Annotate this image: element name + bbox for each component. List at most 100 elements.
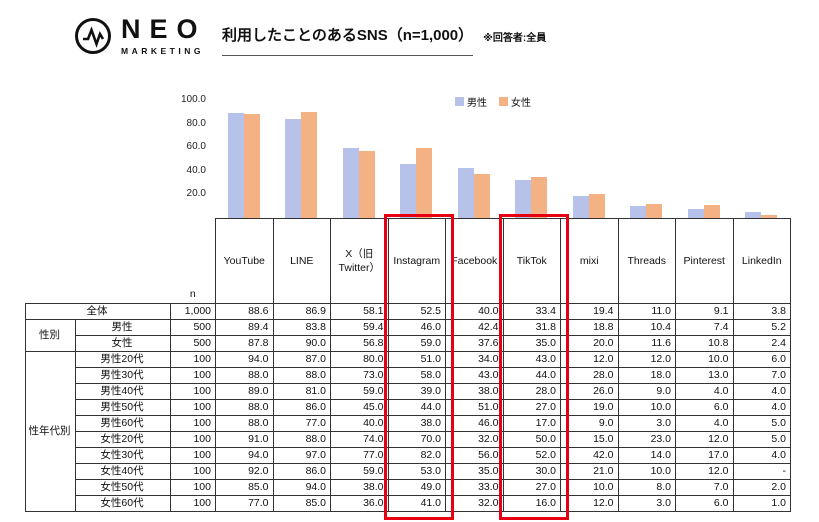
value-cell: 34.0	[445, 351, 504, 368]
bar-female	[646, 204, 663, 218]
table-body: 全体 1,000 88.6 86.9 58.1 52.5 40.0 33.4 19.4 11.0 9…	[25, 303, 791, 512]
value-cell: 44.0	[387, 399, 446, 416]
y-tick-label: 80.0	[186, 117, 206, 129]
value-cell: 10.0	[617, 399, 676, 416]
value-cell: 46.0	[387, 319, 446, 336]
value-cell: 77.0	[330, 447, 389, 464]
bar-male	[342, 147, 359, 218]
table-corner-cell	[26, 219, 171, 304]
value-cell: 39.0	[387, 383, 446, 400]
value-cell: 28.0	[560, 367, 619, 384]
value-cell: 9.0	[617, 383, 676, 400]
bar-male	[285, 119, 302, 218]
value-cell: 82.0	[387, 447, 446, 464]
value-cell: 18.0	[617, 367, 676, 384]
value-cell: 17.0	[675, 447, 734, 464]
bar-group	[273, 100, 331, 218]
value-cell: 58.0	[387, 367, 446, 384]
sns-column-header: LinkedIn	[732, 218, 791, 304]
value-cell: 59.0	[330, 383, 389, 400]
row-label-cell: 女性30代	[75, 447, 171, 464]
value-cell: 7.4	[675, 319, 734, 336]
row-label-cell: 男性	[75, 319, 171, 336]
value-cell: 12.0	[617, 351, 676, 368]
table-row: 男性30代 100 88.0 88.0 73.0 58.0 43.0 44.0 28.0 18.0…	[26, 367, 791, 384]
value-cell: -	[732, 463, 791, 480]
row-label-cell: 女性	[75, 335, 171, 352]
chart-y-axis: 100.0 80.0 60.0 40.0 20.0	[156, 94, 210, 218]
value-cell: 2.4	[732, 335, 791, 352]
bar-group	[503, 100, 561, 218]
value-cell: 40.0	[330, 415, 389, 432]
n-value-cell: 100	[170, 351, 216, 368]
row-label-cell: 女性50代	[75, 479, 171, 496]
group-label-cell: 性年代別	[25, 351, 76, 512]
value-cell: 10.0	[675, 351, 734, 368]
data-table: n YouTube LINE X（旧 Twitter） Instagram Faceboo…	[25, 218, 791, 512]
value-cell: 87.8	[215, 335, 274, 352]
value-cell: 10.0	[617, 463, 676, 480]
value-cell: 40.0	[445, 303, 504, 320]
bar-female	[301, 111, 318, 218]
value-cell: 83.8	[272, 319, 331, 336]
value-cell: 6.0	[675, 495, 734, 512]
value-cell: 5.0	[732, 415, 791, 432]
value-cell: 1.0	[732, 495, 791, 512]
row-label-cell: 男性40代	[75, 383, 171, 400]
bar-group	[618, 100, 676, 218]
n-value-cell: 100	[170, 415, 216, 432]
y-tick-label: 20.0	[186, 188, 206, 200]
value-cell: 38.0	[445, 383, 504, 400]
n-value-cell: 100	[170, 463, 216, 480]
neo-marketing-logo: NEO MARKETING	[74, 16, 207, 56]
bar-female	[761, 215, 778, 218]
sns-column-header: mixi	[560, 218, 619, 304]
value-cell: 94.0	[215, 351, 274, 368]
legend-label-female: 女性	[511, 98, 531, 109]
value-cell: 56.0	[445, 447, 504, 464]
value-cell: 80.0	[330, 351, 389, 368]
n-value-cell: 100	[170, 495, 216, 512]
bar-male	[457, 167, 474, 218]
value-cell: 12.0	[560, 351, 619, 368]
legend-item-male: 男性	[455, 94, 487, 109]
value-cell: 85.0	[272, 495, 331, 512]
value-cell: 6.0	[732, 351, 791, 368]
value-cell: 94.0	[215, 447, 274, 464]
logo-text: NEO MARKETING	[121, 16, 207, 57]
bar-group	[675, 100, 733, 218]
value-cell: 92.0	[215, 463, 274, 480]
value-cell: 43.0	[445, 367, 504, 384]
bar-male	[745, 211, 762, 218]
value-cell: 41.0	[387, 495, 446, 512]
bar-female	[358, 150, 375, 218]
sns-column-header: Pinterest	[675, 218, 734, 304]
bar-male	[400, 163, 417, 218]
table-row: 性年代別 男性20代 100 94.0 87.0 80.0 51.0 34.0 43.0 12.0…	[25, 351, 791, 512]
value-cell: 20.0	[560, 335, 619, 352]
y-tick-label: 100.0	[180, 94, 206, 105]
bar-male	[227, 112, 244, 218]
value-cell: 87.0	[272, 351, 331, 368]
table-row: 女性50代 100 85.0 94.0 38.0 49.0 33.0 27.0 10.0 8.0 7…	[26, 479, 791, 496]
value-cell: 18.8	[560, 319, 619, 336]
bar-male	[515, 180, 532, 218]
n-value-cell: 100	[170, 479, 216, 496]
value-cell: 14.0	[617, 447, 676, 464]
n-value-cell: 500	[170, 319, 216, 336]
row-label-cell: 男性60代	[75, 415, 171, 432]
sns-column-header: LINE	[272, 218, 331, 304]
value-cell: 91.0	[215, 431, 274, 448]
bar-female	[243, 114, 260, 218]
y-tick-label: 60.0	[186, 141, 206, 153]
value-cell: 33.0	[445, 479, 504, 496]
value-cell: 70.0	[387, 431, 446, 448]
n-value-cell: 100	[170, 431, 216, 448]
bar-group	[560, 100, 618, 218]
value-cell: 58.1	[330, 303, 389, 320]
n-value-cell: 100	[170, 399, 216, 416]
value-cell: 88.0	[272, 431, 331, 448]
value-cell: 89.0	[215, 383, 274, 400]
value-cell: 8.0	[617, 479, 676, 496]
